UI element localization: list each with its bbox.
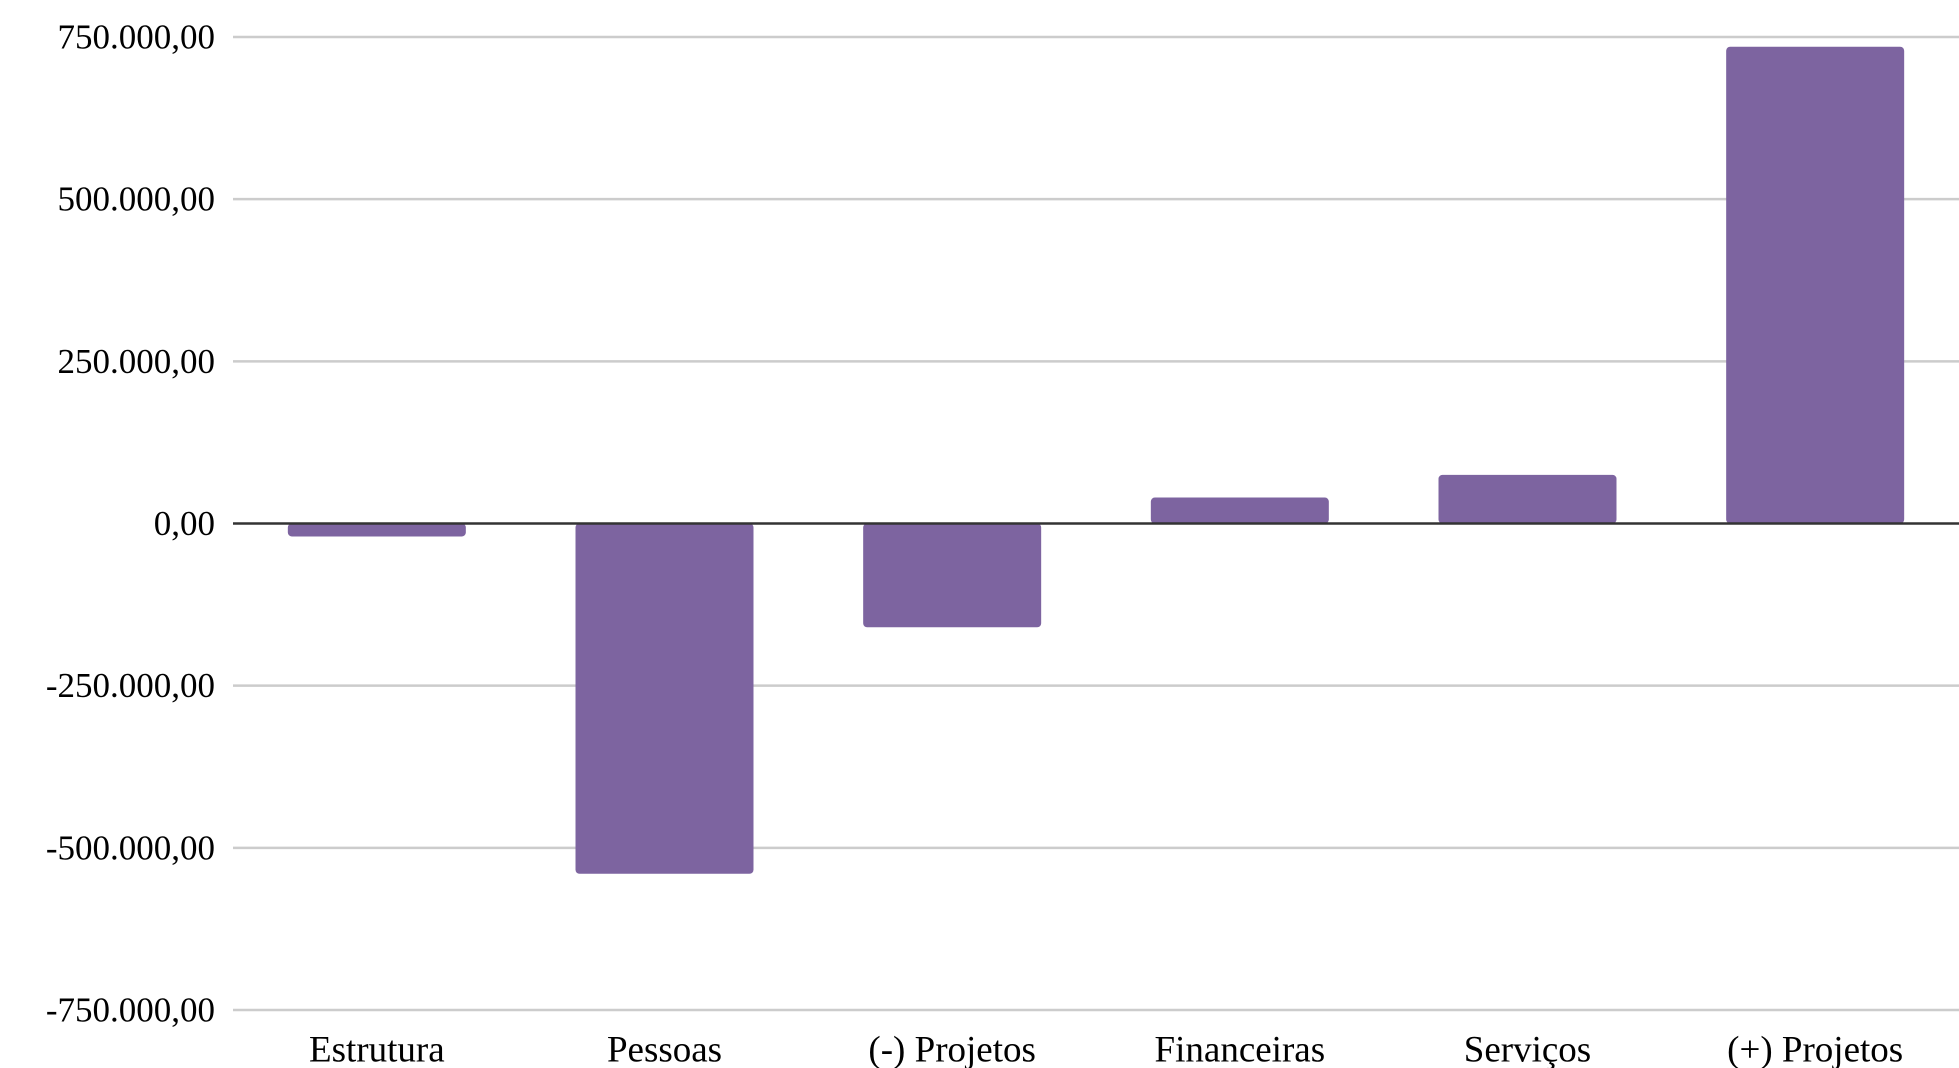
x-category-label: (-) Projetos xyxy=(868,1030,1036,1068)
bar-financeiras xyxy=(1150,497,1329,524)
x-category-label: (+) Projetos xyxy=(1727,1030,1903,1068)
x-category-label: Pessoas xyxy=(607,1030,722,1068)
bars xyxy=(287,46,1905,874)
y-axis-tick-labels: 750.000,00 500.000,00 250.000,00 0,00 -250.0… xyxy=(46,18,215,1030)
bar-serviços xyxy=(1438,474,1617,524)
y-tick-label: 250.000,00 xyxy=(58,342,216,381)
gridlines xyxy=(233,35,1959,1012)
x-axis-category-labels: Estrutura Pessoas (-) Projetos Financeiras S… xyxy=(309,1030,1903,1068)
y-tick-label: -500.000,00 xyxy=(46,828,215,867)
x-category-label: Serviços xyxy=(1464,1030,1591,1068)
y-tick-label: 0,00 xyxy=(154,504,215,543)
x-category-label: Financeiras xyxy=(1155,1030,1326,1068)
bar-projetos xyxy=(863,523,1042,628)
bar-estrutura xyxy=(287,523,466,537)
x-category-label: Estrutura xyxy=(309,1030,445,1068)
y-tick-label: 500.000,00 xyxy=(58,180,216,219)
y-tick-label: 750.000,00 xyxy=(58,18,216,57)
bar-projetos xyxy=(1726,46,1905,524)
y-tick-label: -250.000,00 xyxy=(46,666,215,705)
bar-pessoas xyxy=(575,523,754,874)
y-tick-label: -750.000,00 xyxy=(46,991,215,1030)
